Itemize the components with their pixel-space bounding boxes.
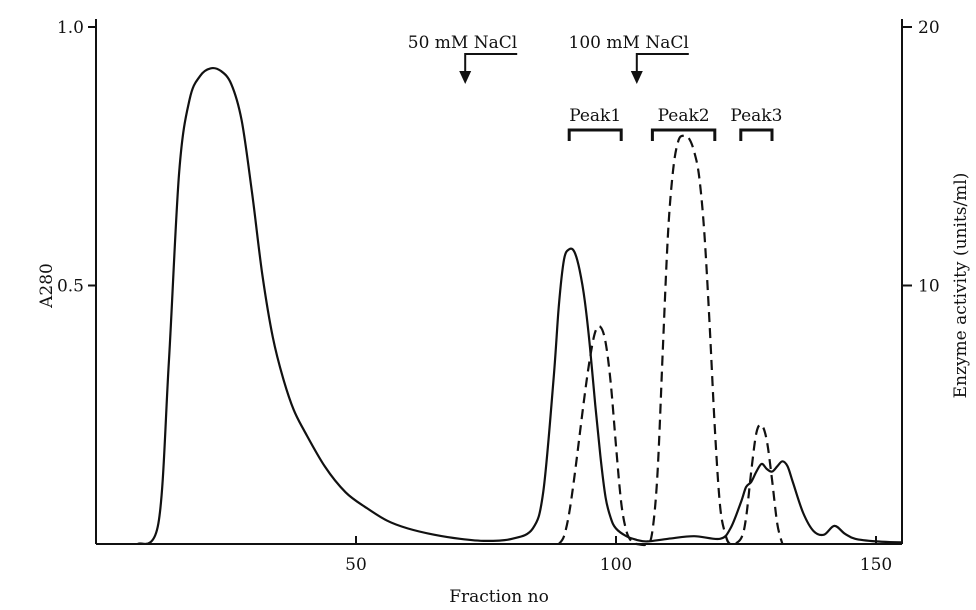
salt-step-label: 50 mM NaCl: [408, 33, 517, 53]
salt-step-arrow: [464, 53, 518, 75]
axis-ticks: 50 100 150 0.5 1.0 10 20: [57, 18, 940, 575]
y-tick-label-left: 0.5: [57, 277, 84, 297]
salt-step-arrow: [635, 53, 689, 75]
enzyme-activity-line: [557, 134, 784, 547]
peak-label: Peak2: [658, 106, 710, 126]
peak-label: Peak3: [730, 106, 782, 126]
y-axis-label-right: Enzyme activity (units/ml): [951, 173, 971, 399]
x-tick-label: 50: [345, 555, 367, 575]
x-axis-label: Fraction no: [449, 587, 549, 607]
series-layer: [136, 66, 903, 547]
y-tick-label-right: 10: [918, 277, 940, 297]
a280-line: [136, 66, 903, 546]
y-tick-label-right: 20: [918, 18, 940, 38]
x-tick-label: 100: [600, 555, 632, 575]
annotation-layer: 50 mM NaCl 100 mM NaCl Peak1 Peak2 Peak3: [408, 33, 782, 141]
y-axis-label-left: A280: [37, 263, 57, 309]
x-tick-label: 150: [860, 555, 892, 575]
peak-bracket: [567, 128, 623, 141]
y-tick-label-left: 1.0: [57, 18, 84, 38]
salt-step-arrowhead: [459, 71, 472, 84]
peak-bracket: [650, 128, 717, 141]
peak-bracket: [739, 128, 774, 141]
peak-label: Peak1: [569, 106, 621, 126]
salt-step-arrowhead: [630, 71, 643, 84]
salt-step-label: 100 mM NaCl: [569, 33, 689, 53]
